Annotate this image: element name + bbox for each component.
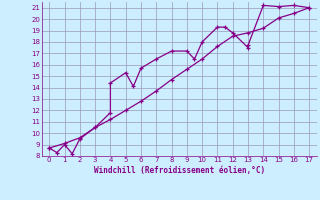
X-axis label: Windchill (Refroidissement éolien,°C): Windchill (Refroidissement éolien,°C) bbox=[94, 166, 265, 175]
